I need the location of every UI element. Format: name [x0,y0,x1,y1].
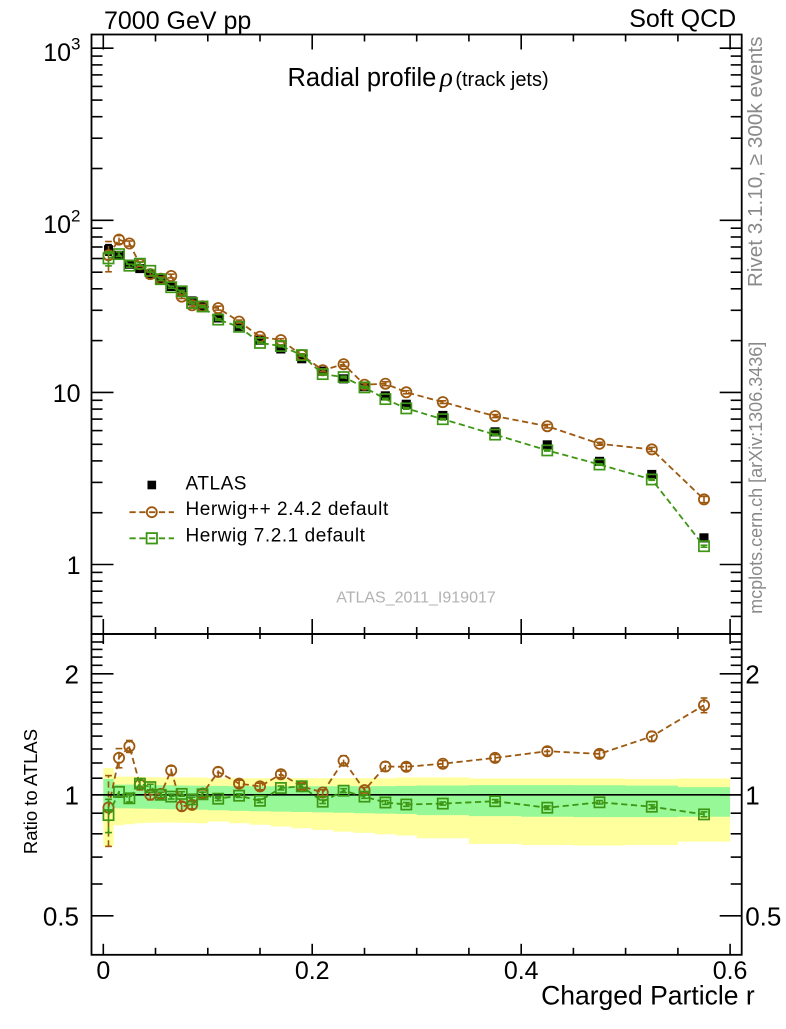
svg-text:Rivet 3.1.10, ≥ 300k events: Rivet 3.1.10, ≥ 300k events [744,37,767,288]
svg-text:Soft QCD: Soft QCD [629,5,736,33]
svg-text:1: 1 [65,781,79,811]
svg-text:ATLAS: ATLAS [186,473,248,494]
svg-text:0.5: 0.5 [745,902,781,932]
svg-text:0: 0 [96,957,110,985]
svg-text:7000 GeV pp: 7000 GeV pp [104,7,251,35]
svg-text:0.5: 0.5 [43,902,79,932]
svg-text:Herwig++ 2.4.2 default: Herwig++ 2.4.2 default [186,499,389,520]
svg-text:ATLAS_2011_I919017: ATLAS_2011_I919017 [336,590,496,607]
svg-text:0.4: 0.4 [504,957,539,985]
svg-text:Charged Particle r: Charged Particle r [541,981,755,1011]
svg-text:Herwig 7.2.1 default: Herwig 7.2.1 default [186,525,366,546]
svg-text:2: 2 [745,660,759,690]
svg-text:1: 1 [67,552,81,580]
svg-text:10: 10 [53,380,81,408]
svg-text:2: 2 [65,660,79,690]
svg-text:mcplots.cern.ch [arXiv:1306.34: mcplots.cern.ch [arXiv:1306.3436] [746,342,766,614]
svg-text:0.2: 0.2 [295,957,330,985]
svg-text:1: 1 [745,781,759,811]
svg-text:0.6: 0.6 [713,957,748,985]
svg-text:Ratio to ATLAS: Ratio to ATLAS [20,729,41,854]
